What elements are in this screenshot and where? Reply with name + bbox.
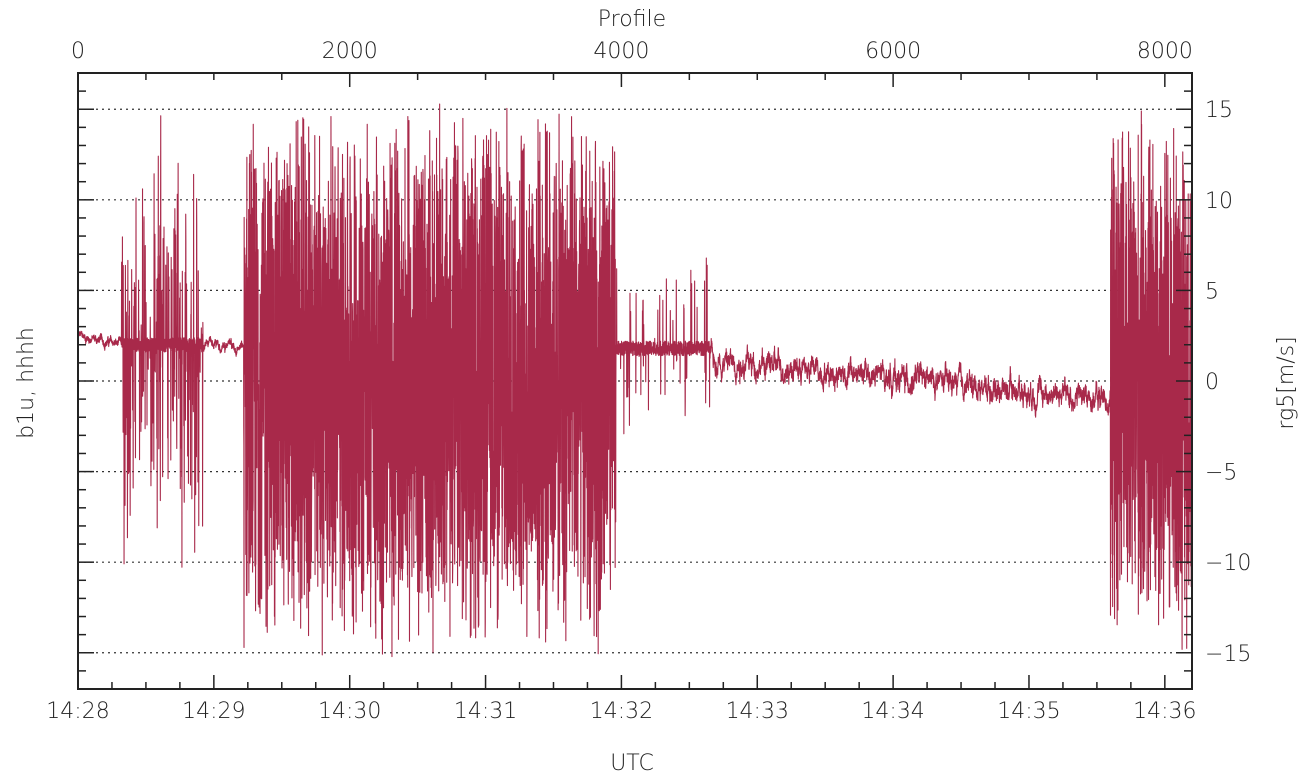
right-tick-label: −5 xyxy=(1205,461,1237,486)
axis-ticks xyxy=(77,72,1192,690)
series-line xyxy=(77,103,1193,658)
bottom-tick-label: 14:35 xyxy=(997,699,1060,724)
top-tick-label: 8000 xyxy=(1137,39,1193,64)
right-tick-label: −15 xyxy=(1205,642,1251,667)
bottom-tick-label: 14:33 xyxy=(726,699,789,724)
right-axis-title: rg5[m/s] xyxy=(1274,336,1299,429)
top-tick-label: 6000 xyxy=(865,39,921,64)
bottom-tick-label: 14:32 xyxy=(590,699,653,724)
right-tick-label: 15 xyxy=(1205,98,1233,123)
bottom-tick-label: 14:34 xyxy=(861,699,924,724)
left-axis-title: b1u, hhhh xyxy=(14,327,39,439)
top-axis-title: Profile xyxy=(598,7,666,32)
right-tick-label: 10 xyxy=(1205,189,1233,214)
series-line xyxy=(77,103,1193,658)
top-tick-label: 4000 xyxy=(593,39,649,64)
top-tick-label: 0 xyxy=(71,39,85,64)
bottom-axis-title: UTC xyxy=(610,751,654,776)
tick-labels: 0 2000 4000 6000 8000 14:28 14:29 14:30 14:31 14:… xyxy=(46,39,1251,724)
right-tick-label: 5 xyxy=(1205,279,1219,304)
bottom-tick-label: 14:29 xyxy=(182,699,245,724)
bottom-tick-label: 14:31 xyxy=(454,699,517,724)
top-tick-label: 2000 xyxy=(322,39,378,64)
bottom-tick-label: 14:30 xyxy=(318,699,381,724)
bottom-tick-label: 14:28 xyxy=(46,699,109,724)
right-tick-label: 0 xyxy=(1205,370,1219,395)
right-tick-label: −10 xyxy=(1205,551,1251,576)
bottom-tick-label: 14:36 xyxy=(1133,699,1196,724)
